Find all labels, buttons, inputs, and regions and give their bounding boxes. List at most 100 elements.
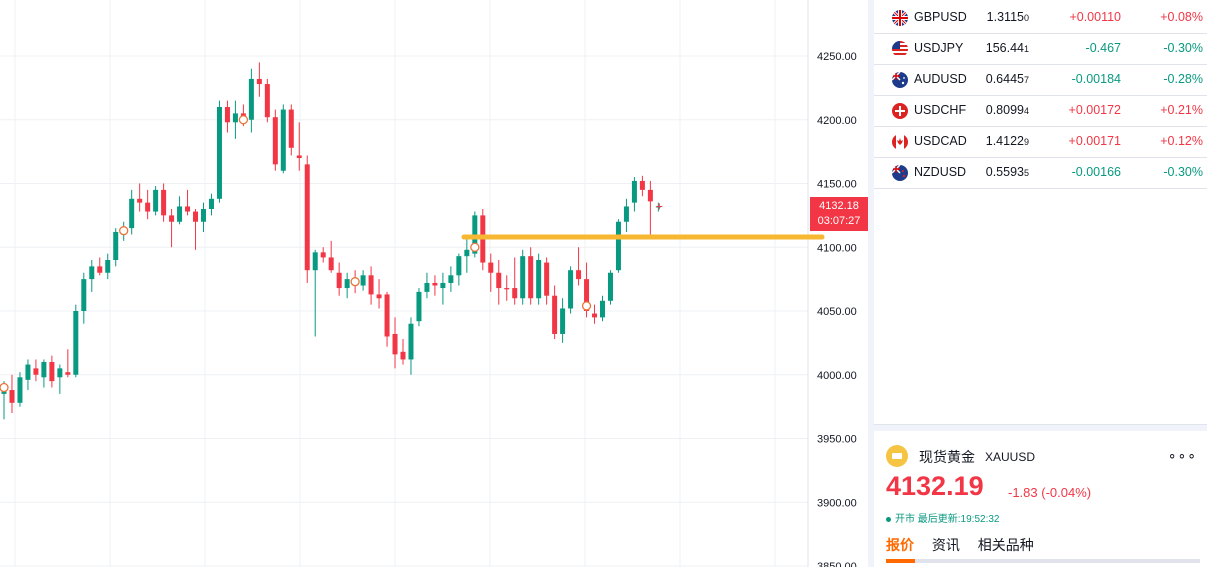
- candle-body: [208, 198, 214, 209]
- watchlist-change: -0.00166: [1071, 165, 1121, 179]
- watchlist-change: +0.00110: [1069, 10, 1121, 24]
- candle-body: [368, 275, 374, 295]
- candle-body: [129, 198, 135, 229]
- candlestick-chart[interactable]: 4250.00 4200.00 4150.00 4100.00 4050.00 4000.…: [0, 0, 868, 567]
- trade-marker-icon: [238, 115, 249, 125]
- watchlist-panel: GBPUSD 1.31150 +0.00110 +0.08% USDJPY 15…: [874, 0, 1207, 425]
- watchlist-change: -0.00184: [1071, 72, 1121, 86]
- candle-body: [504, 288, 510, 290]
- price-axis-tick-label: 4250.00: [817, 51, 857, 63]
- candle-body: [137, 198, 143, 203]
- candle-body: [232, 113, 238, 123]
- price-axis-tick-label: 3850.00: [817, 561, 857, 567]
- candle-body: [248, 78, 254, 120]
- us-flag-icon: [892, 41, 908, 57]
- active-tab-indicator: [886, 559, 915, 563]
- tab-track: [915, 559, 1200, 563]
- candle-body: [153, 189, 159, 212]
- trade-marker-icon: [350, 277, 360, 287]
- price-axis-tick-label: 4050.00: [817, 306, 857, 318]
- price-axis-tick-label: 3950.00: [817, 434, 857, 446]
- candle-body: [488, 262, 494, 273]
- candle-body: [512, 288, 518, 299]
- watchlist-change: +0.00172: [1068, 103, 1121, 117]
- watchlist-change: +0.00171: [1068, 134, 1121, 148]
- candle-body: [193, 211, 199, 222]
- candle-body: [631, 180, 637, 203]
- candle-body: [73, 311, 79, 375]
- tab-related[interactable]: 相关品种: [977, 537, 1034, 553]
- candle-body: [392, 333, 398, 355]
- price-axis-tick-label: 4000.00: [817, 370, 857, 382]
- candle-body: [216, 107, 222, 199]
- watchlist-change-percent: +0.21%: [1160, 103, 1203, 117]
- tab-quote[interactable]: 报价: [886, 537, 914, 553]
- watchlist-row-nzdusd[interactable]: NZDUSD 0.55935 -0.00166 -0.30%: [874, 157, 1207, 189]
- watchlist-last: 0.55935: [985, 165, 1029, 179]
- candle-body: [544, 262, 550, 296]
- au-flag-icon: [892, 72, 908, 88]
- trade-marker-icon: [581, 301, 592, 311]
- candle-body: [272, 117, 278, 165]
- watchlist-last: 0.80994: [985, 103, 1029, 117]
- watchlist-last: 1.41229: [985, 134, 1029, 148]
- ca-flag-icon: [892, 134, 908, 150]
- watchlist-change-percent: -0.30%: [1163, 41, 1203, 55]
- candle-body: [280, 109, 286, 171]
- price-axis-tick-label: 4200.00: [817, 115, 857, 127]
- price-axis-tick-label: 3900.00: [817, 497, 857, 509]
- candle-body: [336, 272, 342, 289]
- panel-gap: [874, 425, 1207, 431]
- uk-flag-icon: [892, 10, 908, 26]
- candle-body: [89, 266, 95, 280]
- candle-body: [288, 109, 294, 148]
- candle-body: [615, 221, 621, 271]
- watchlist-change-percent: +0.08%: [1160, 10, 1203, 24]
- more-options-icon[interactable]: ∘∘∘: [1167, 447, 1197, 463]
- gold-coin-icon: [886, 445, 908, 467]
- watchlist-row-gbpusd[interactable]: GBPUSD 1.31150 +0.00110 +0.08%: [874, 2, 1207, 34]
- panel-divider[interactable]: [868, 0, 874, 567]
- candle-body: [185, 206, 191, 212]
- candle-body: [472, 215, 478, 254]
- candle-body: [607, 272, 613, 301]
- watchlist-last: 0.64457: [985, 72, 1029, 86]
- watchlist-bottom-border: [874, 424, 1207, 425]
- detail-tabs: 报价 资讯 相关品种: [886, 535, 1048, 555]
- symbol-detail-panel: 现货黄金 XAUUSD ∘∘∘ 4132.19 -1.83 (-0.04%) 开…: [874, 431, 1207, 567]
- candle-body: [408, 323, 414, 360]
- candle-body: [97, 266, 103, 273]
- price-axis-tick-label: 4100.00: [817, 242, 857, 254]
- candle-body: [432, 282, 438, 286]
- watchlist-change-percent: -0.28%: [1163, 72, 1203, 86]
- tab-news[interactable]: 资讯: [931, 537, 960, 553]
- watchlist-row-usdchf[interactable]: USDCHF 0.80994 +0.00172 +0.21%: [874, 95, 1207, 127]
- watchlist-row-usdjpy[interactable]: USDJPY 156.441 -0.467 -0.30%: [874, 33, 1207, 65]
- trade-marker-icon: [0, 382, 9, 393]
- watchlist-last: 156.441: [985, 41, 1029, 55]
- candle-body: [25, 364, 31, 380]
- candle-body: [57, 368, 63, 378]
- candle-body: [169, 215, 175, 222]
- candle-body: [81, 279, 87, 311]
- watchlist-row-audusd[interactable]: AUDUSD 0.64457 -0.00184 -0.28%: [874, 64, 1207, 96]
- candle-body: [400, 351, 406, 360]
- price-chart[interactable]: 4250.00 4200.00 4150.00 4100.00 4050.00 4000.…: [0, 0, 868, 567]
- candle-body: [424, 282, 430, 292]
- candle-body: [520, 256, 526, 299]
- watchlist-symbol: USDCHF: [914, 103, 967, 117]
- candle-body: [49, 362, 55, 382]
- candle-body: [320, 252, 326, 258]
- candle-body: [344, 279, 350, 289]
- candle-body: [496, 272, 502, 289]
- candle-body: [304, 164, 310, 271]
- watchlist-row-usdcad[interactable]: USDCAD 1.41229 +0.00171 +0.12%: [874, 126, 1207, 158]
- candle-body: [647, 189, 653, 202]
- watchlist-symbol: AUDUSD: [914, 72, 967, 86]
- candle-body: [600, 300, 605, 318]
- market-open-dot-icon: [886, 516, 891, 522]
- candle-body: [17, 377, 23, 403]
- symbol-name: 现货黄金: [919, 449, 975, 465]
- watchlist-last: 1.31150: [986, 10, 1029, 24]
- candle-body: [312, 252, 318, 271]
